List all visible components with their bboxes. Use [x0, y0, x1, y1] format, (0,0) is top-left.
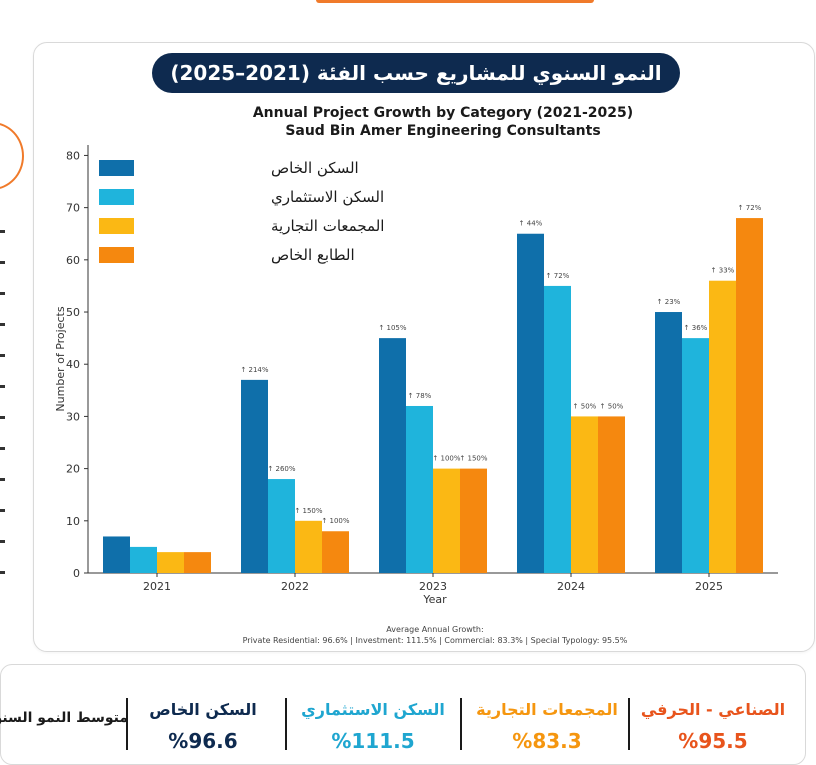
stat-investment: السكن الاستثماري %111.5: [288, 700, 458, 753]
growth-label: ↑ 50%: [573, 402, 597, 410]
legend-label: المجمعات التجارية: [271, 217, 384, 235]
y-tick-label: 50: [66, 306, 80, 319]
bar: [460, 468, 487, 573]
legend-label: السكن الاستثماري: [271, 188, 384, 207]
bar: [157, 552, 184, 573]
growth-label: ↑ 50%: [600, 402, 624, 410]
arabic-title-banner: النمو السنوي للمشاريع حسب الفئة (2021–20…: [152, 53, 680, 93]
y-tick-label: 80: [66, 149, 80, 162]
bar: [103, 536, 130, 573]
x-tick-label: 2021: [143, 580, 171, 593]
growth-label: ↑ 72%: [546, 272, 570, 280]
x-axis-label: Year: [422, 593, 447, 606]
stat-label: الصناعي - الحرفي: [640, 700, 786, 719]
stat-value: %111.5: [331, 729, 415, 753]
growth-label: ↑ 100%: [432, 455, 460, 463]
growth-label: ↑ 214%: [240, 366, 268, 374]
bar: [571, 416, 598, 573]
growth-label: ↑ 33%: [711, 267, 735, 275]
footnote-text: Private Residential: 96.6% | Investment:…: [243, 636, 628, 645]
stat-label: السكن الخاص: [149, 700, 257, 719]
stat-industrial: الصناعي - الحرفي %95.5: [628, 700, 798, 753]
bar: [517, 233, 544, 574]
bar: [130, 546, 157, 573]
footnote-title: Average Annual Growth:: [386, 625, 483, 634]
bar-chart: Annual Project Growth by Category (2021-…: [54, 105, 778, 645]
bar: [379, 338, 406, 573]
bar: [544, 285, 571, 573]
x-tick-label: 2024: [557, 580, 585, 593]
divider: [285, 698, 287, 750]
growth-label: ↑ 36%: [684, 324, 708, 332]
bar: [241, 379, 268, 573]
bar: [598, 416, 625, 573]
x-tick-label: 2023: [419, 580, 447, 593]
y-tick-label: 20: [66, 463, 80, 476]
divider: [628, 698, 630, 750]
left-edge-marks: [0, 230, 6, 650]
legend-label: الطابع الخاص: [271, 246, 355, 264]
y-tick-label: 30: [66, 410, 80, 423]
y-axis-label: Number of Projects: [54, 306, 67, 411]
x-tick-label: 2022: [281, 580, 309, 593]
stat-label: المجمعات التجارية: [476, 700, 618, 719]
bar: [295, 520, 322, 573]
legend-swatch: [99, 218, 134, 234]
legend-swatch: [99, 160, 134, 176]
bar: [655, 312, 682, 573]
bar: [268, 479, 295, 573]
stat-value: %83.3: [512, 729, 582, 753]
y-tick-label: 0: [73, 567, 80, 580]
stat-label: السكن الاستثماري: [301, 700, 445, 719]
bar: [709, 280, 736, 573]
y-tick-label: 60: [66, 254, 80, 267]
x-tick-label: 2025: [695, 580, 723, 593]
stat-commercial: المجمعات التجارية %83.3: [462, 700, 632, 753]
chart-subtitle: Saud Bin Amer Engineering Consultants: [285, 123, 600, 139]
growth-label: ↑ 44%: [519, 220, 543, 228]
legend-swatch: [99, 189, 134, 205]
y-tick-label: 40: [66, 358, 80, 371]
growth-label: ↑ 78%: [408, 392, 432, 400]
growth-label: ↑ 100%: [321, 517, 349, 525]
bar: [682, 338, 709, 573]
top-accent-bar: [316, 0, 594, 3]
growth-label: ↑ 150%: [294, 507, 322, 515]
stat-value: %95.5: [678, 729, 748, 753]
y-tick-label: 70: [66, 202, 80, 215]
growth-label: ↑ 72%: [738, 204, 762, 212]
bar: [736, 218, 763, 573]
growth-label: ↑ 105%: [378, 324, 406, 332]
bar: [322, 531, 349, 573]
chart-title: Annual Project Growth by Category (2021-…: [253, 105, 633, 121]
divider: [126, 698, 128, 750]
divider: [460, 698, 462, 750]
stat-value: %96.6: [168, 729, 238, 753]
y-tick-label: 10: [66, 515, 80, 528]
summary-card: [0, 664, 806, 765]
avg-growth-label: متوسط النمو السنوي: [0, 710, 128, 726]
bar: [184, 552, 211, 573]
bar: [433, 468, 460, 573]
growth-label: ↑ 260%: [267, 465, 295, 473]
bar: [406, 405, 433, 573]
growth-label: ↑ 150%: [459, 455, 487, 463]
legend-swatch: [99, 247, 134, 263]
stat-private: السكن الخاص %96.6: [118, 700, 288, 753]
growth-label: ↑ 23%: [657, 298, 681, 306]
legend-label: السكن الخاص: [271, 159, 359, 177]
